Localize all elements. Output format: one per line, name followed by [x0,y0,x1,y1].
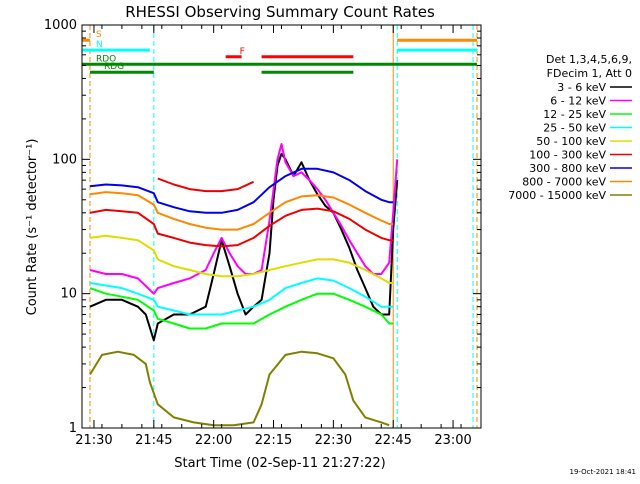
date-stamp: 19-Oct-2021 18:41 [570,468,636,476]
x-tick-label: 22:45 [374,433,411,448]
series-line [89,350,390,427]
legend-label: 25 - 50 keV [543,122,606,135]
series-line [89,152,399,342]
series-line [89,167,394,214]
y-tick-label: 100 [52,152,77,167]
legend: Det 1,3,4,5,6,9,FDecim 1, Att 03 - 6 keV… [508,53,632,202]
x-tick-label: 23:00 [434,433,471,448]
y-tick-label: 1000 [44,18,77,33]
x-tick-label: 22:30 [315,433,352,448]
plot-frame [81,24,482,429]
flag-label-rdg: RDG [104,62,124,72]
x-tick-label: 21:30 [75,433,112,448]
y-axis-label: Count Rate (s⁻¹ detector⁻¹) [25,139,40,316]
series-line [89,191,394,231]
series-line [89,234,394,284]
legend-label: 3 - 6 keV [557,81,606,94]
legend-label: 12 - 25 keV [543,108,606,121]
legend-header: FDecim 1, Att 0 [547,67,632,80]
flag-label-n: N [96,40,103,50]
series-line [157,177,255,193]
legend-label: 7000 - 15000 keV [508,189,606,202]
legend-label: 50 - 100 keV [536,135,606,148]
flag-label-rdo: RDO [96,54,116,64]
x-tick-label: 22:00 [195,433,232,448]
series-line [89,277,394,316]
axes: 21:30 21:45 22:00 22:15 22:30 22:45 23:00 1 10 10… [44,18,482,448]
legend-label: 800 - 7000 keV [522,176,606,189]
chart-title: RHESSI Observing Summary Count Rates [125,3,435,21]
y-tick-label: 1 [69,421,77,436]
x-axis-label: Start Time (02-Sep-11 21:27:22) [174,456,385,471]
y-tick-label: 10 [60,287,77,302]
x-tick-label: 22:15 [255,433,292,448]
series-line [89,287,394,330]
marker-lines [81,25,478,428]
legend-label: 300 - 800 keV [529,162,606,175]
series-line [89,143,399,295]
x-tick-label: 21:45 [135,433,172,448]
legend-header: Det 1,3,4,5,6,9, [546,53,632,66]
flag-label-s: S [96,30,102,40]
legend-label: 6 - 12 keV [550,95,606,108]
series-line [89,207,394,248]
legend-label: 100 - 300 keV [529,149,606,162]
flag-label-f: F [240,47,245,57]
series-group [89,143,399,427]
